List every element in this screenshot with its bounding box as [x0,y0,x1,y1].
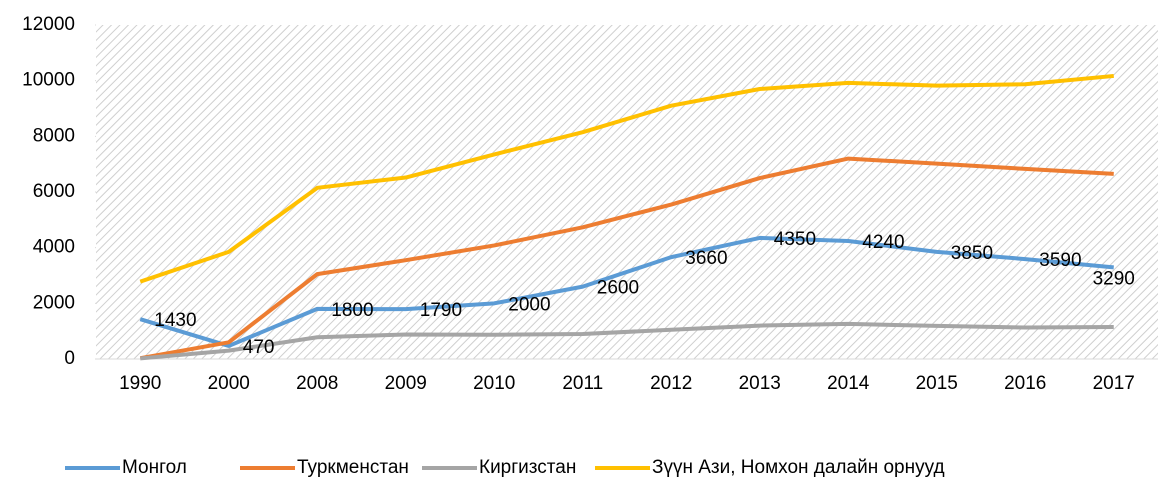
y-tick-label: 4000 [33,237,75,258]
data-label: 2600 [597,278,639,299]
series-line [139,73,1114,284]
series-line [140,321,1114,361]
x-tick-label: 2015 [916,373,958,394]
x-tick-label: 2014 [827,373,870,394]
x-tick-label: 2016 [1004,373,1046,394]
series-line [139,156,1114,361]
x-tick-label: 2011 [562,373,603,394]
x-tick-label: 2017 [1093,373,1135,394]
legend-label: Зүүн Ази, Номхон далайн орнууд [652,457,945,478]
y-tick-label: 12000 [22,14,75,35]
data-label: 1790 [420,300,462,321]
legend-label: Туркменстан [297,457,409,478]
y-tick-label: 6000 [33,181,75,202]
x-tick-label: 2010 [473,373,515,394]
x-tick-label: 2012 [650,373,692,394]
x-tick-label: 2000 [208,373,250,394]
data-label: 4240 [862,232,904,253]
data-label: 3290 [1093,268,1135,289]
y-tick-label: 8000 [33,125,75,146]
data-label: 3590 [1039,250,1081,271]
data-label: 1430 [154,310,196,331]
x-tick-label: 2008 [296,373,338,394]
legend-label: Киргизстан [479,457,576,478]
data-label: 3660 [685,248,727,269]
legend-label: Монгол [122,457,187,478]
y-tick-label: 10000 [22,70,75,91]
x-tick-label: 1990 [119,373,161,394]
data-label: 3850 [951,243,993,264]
x-tick-label: 2013 [739,373,781,394]
series-line [139,235,1114,348]
data-label: 4350 [774,229,816,250]
y-tick-label: 2000 [33,292,75,313]
data-label: 2000 [508,294,550,315]
y-tick-label: 0 [64,348,75,369]
data-label: 1800 [331,300,373,321]
plot-area [96,25,1158,359]
data-label: 470 [243,337,275,358]
x-tick-label: 2009 [385,373,427,394]
